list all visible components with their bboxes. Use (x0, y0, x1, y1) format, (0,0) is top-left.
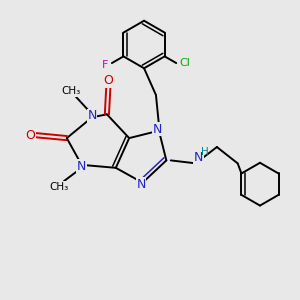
Text: CH₃: CH₃ (61, 86, 81, 96)
Text: O: O (103, 74, 113, 87)
Text: Cl: Cl (179, 58, 190, 68)
Text: N: N (87, 109, 97, 122)
Text: O: O (25, 129, 35, 142)
Text: CH₃: CH₃ (50, 182, 69, 192)
Text: N: N (194, 151, 203, 164)
Text: N: N (77, 160, 86, 173)
Text: F: F (102, 59, 109, 70)
Text: H: H (200, 147, 208, 157)
Text: N: N (153, 123, 162, 136)
Text: N: N (136, 178, 146, 191)
